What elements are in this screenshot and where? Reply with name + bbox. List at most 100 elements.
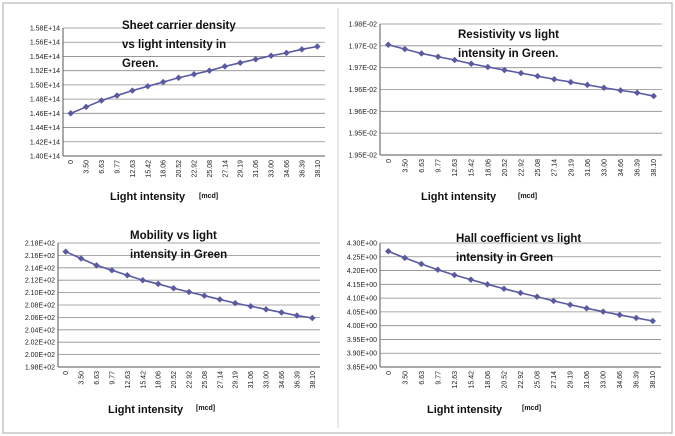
y-tick-label: 4.20E+00 bbox=[347, 268, 377, 275]
x-tick-label: 29.19 bbox=[568, 159, 575, 177]
data-point bbox=[550, 75, 558, 83]
x-tick-label: 6.63 bbox=[99, 160, 106, 174]
data-point bbox=[267, 52, 275, 60]
data-point bbox=[467, 60, 475, 68]
x-tick-label: 3.50 bbox=[84, 160, 91, 174]
x-tick-label: 31.06 bbox=[253, 160, 260, 178]
y-tick-label: 1.54E+14 bbox=[30, 54, 60, 61]
data-point bbox=[313, 43, 321, 50]
x-tick-label: 33.00 bbox=[601, 159, 608, 177]
data-point bbox=[185, 288, 193, 296]
data-point bbox=[517, 69, 525, 77]
chart-title-line: intensity in Green bbox=[130, 249, 227, 261]
data-point bbox=[501, 66, 508, 74]
x-tick-label: 25.08 bbox=[202, 371, 209, 389]
x-tick-label: 3.50 bbox=[79, 371, 86, 385]
data-point bbox=[632, 314, 640, 322]
x-tick-label: 15.42 bbox=[469, 159, 476, 177]
data-point bbox=[62, 248, 70, 256]
chart-title-line: Resistivity vs light bbox=[458, 29, 559, 41]
x-tick-label: 29.19 bbox=[568, 371, 575, 389]
data-point bbox=[206, 67, 213, 75]
data-point bbox=[159, 78, 167, 86]
x-tick-label: 27.14 bbox=[551, 371, 558, 389]
y-tick-label: 2.06E+02 bbox=[25, 315, 55, 322]
x-tick-label: 20.52 bbox=[502, 159, 509, 177]
y-tick-label: 1.42E+14 bbox=[30, 139, 60, 146]
x-tick-label: 15.42 bbox=[145, 160, 152, 178]
x-tick-label: 22.92 bbox=[519, 159, 526, 177]
chart-title-line: intensity in Green bbox=[456, 252, 553, 264]
x-tick-label: 20.52 bbox=[171, 371, 178, 389]
x-tick-label: 33.00 bbox=[601, 371, 608, 389]
data-point bbox=[247, 302, 255, 310]
x-tick-label: 12.63 bbox=[130, 160, 137, 178]
x-tick-label: 6.63 bbox=[94, 371, 101, 385]
data-point bbox=[113, 92, 121, 99]
data-point bbox=[599, 308, 607, 315]
chart-mobility: 1.98E+02 2.00E+02 2.02E+02 2.04E+02 2.06E+02… bbox=[25, 230, 320, 416]
data-point bbox=[417, 260, 425, 268]
chart-sheet-carrier-density: 1.40E+14 1.42E+14 1.44E+14 1.46E+14 1.48E+14… bbox=[30, 20, 325, 203]
data-point bbox=[534, 72, 541, 80]
x-tick-label: 34.66 bbox=[618, 159, 625, 177]
chart-title-line: vs light intensity in bbox=[122, 39, 226, 51]
data-point bbox=[154, 280, 162, 288]
y-tick-label: 1.96E-02 bbox=[349, 109, 378, 116]
x-tick-label: 0 bbox=[386, 159, 393, 163]
data-point bbox=[93, 261, 100, 269]
y-tick-label: 1.50E+14 bbox=[30, 82, 60, 89]
x-tick-label: 18.06 bbox=[485, 371, 492, 389]
x-tick-label: 22.92 bbox=[187, 371, 194, 389]
chart-title-line: Hall coefficient vs light bbox=[456, 233, 581, 245]
data-point bbox=[298, 45, 306, 53]
x-axis-unit: [mcd] bbox=[196, 405, 215, 412]
data-point bbox=[221, 63, 229, 70]
x-tick-label: 36.39 bbox=[299, 160, 306, 178]
data-point bbox=[384, 247, 392, 255]
x-tick-label: 27.14 bbox=[217, 371, 224, 389]
y-tick-label: 1.96E-02 bbox=[349, 87, 378, 94]
x-tick-label: 12.63 bbox=[125, 371, 132, 389]
chart-title-line: Sheet carrier density bbox=[122, 20, 236, 32]
data-point bbox=[650, 92, 658, 100]
y-tick-label: 1.48E+14 bbox=[30, 97, 60, 104]
data-point bbox=[517, 289, 524, 297]
data-point bbox=[190, 70, 198, 78]
x-tick-label: 25.08 bbox=[535, 371, 542, 389]
y-tick-label: 1.44E+14 bbox=[30, 125, 60, 132]
data-point bbox=[484, 63, 492, 71]
y-tick-label: 3.85E+00 bbox=[347, 365, 377, 372]
x-tick-label: 18.06 bbox=[156, 371, 163, 389]
data-point bbox=[451, 56, 459, 64]
x-axis-unit: [mcd] bbox=[522, 405, 541, 412]
data-point bbox=[252, 55, 260, 63]
x-tick-label: 31.06 bbox=[584, 371, 591, 389]
x-tick-label: 12.63 bbox=[452, 159, 459, 177]
x-axis-label: Light intensity bbox=[421, 191, 497, 203]
data-point bbox=[649, 317, 657, 325]
x-tick-label: 20.52 bbox=[176, 160, 183, 178]
data-point bbox=[533, 293, 541, 301]
y-tick-label: 2.10E+02 bbox=[25, 290, 55, 297]
data-point bbox=[144, 82, 152, 90]
x-tick-label: 27.14 bbox=[552, 159, 559, 177]
y-tick-label: 1.97E-02 bbox=[349, 65, 378, 72]
data-point bbox=[77, 255, 85, 262]
x-tick-label: 20.52 bbox=[501, 371, 508, 389]
data-point bbox=[583, 81, 591, 89]
data-point bbox=[583, 304, 590, 312]
y-tick-label: 2.02E+02 bbox=[25, 340, 55, 347]
x-tick-label: 3.50 bbox=[402, 371, 409, 385]
data-point bbox=[82, 103, 90, 111]
x-tick-label: 34.66 bbox=[617, 371, 624, 389]
x-tick-label: 33.00 bbox=[264, 371, 271, 389]
data-point bbox=[633, 89, 641, 97]
y-tick-label: 3.95E+00 bbox=[347, 337, 377, 344]
data-point bbox=[128, 87, 136, 94]
data-point bbox=[401, 254, 409, 262]
data-point bbox=[434, 266, 442, 274]
y-tick-label: 1.58E+14 bbox=[30, 26, 60, 33]
x-tick-label: 0 bbox=[68, 160, 75, 164]
